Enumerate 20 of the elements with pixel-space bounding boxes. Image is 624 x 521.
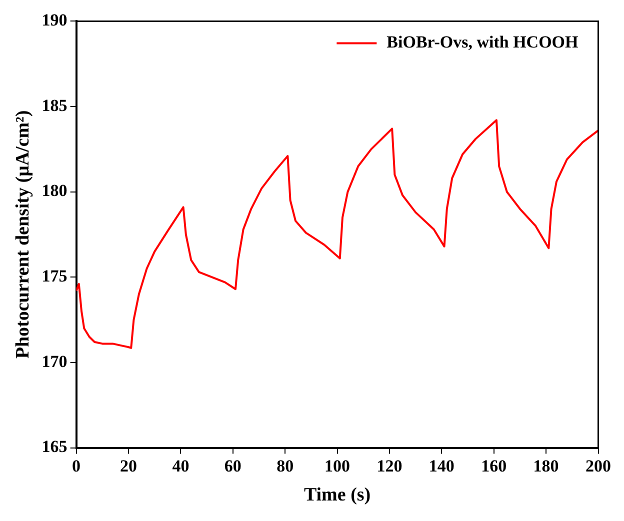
x-tick-label: 20 [120,456,137,476]
x-tick-label: 140 [428,456,454,476]
y-tick-label: 185 [42,96,68,115]
x-tick-label: 180 [533,456,559,476]
y-tick-label: 165 [42,437,68,456]
x-tick-label: 60 [224,456,242,476]
x-tick-label: 80 [276,456,294,476]
x-axis-title: Time (s) [304,484,371,506]
x-tick-label: 100 [324,456,350,476]
legend-label: BiOBr-Ovs, with HCOOH [386,32,578,52]
y-tick-label: 170 [42,352,68,371]
x-tick-label: 120 [376,456,402,476]
x-tick-label: 40 [172,456,190,476]
y-axis-title: Photocurrent density (μA/cm²) [12,110,34,359]
y-tick-label: 190 [42,10,68,30]
y-tick-label: 180 [42,181,68,200]
x-tick-label: 0 [72,456,81,476]
x-tick-label: 160 [481,456,507,476]
y-tick-label: 175 [42,266,68,286]
x-tick-label: 200 [586,456,611,476]
